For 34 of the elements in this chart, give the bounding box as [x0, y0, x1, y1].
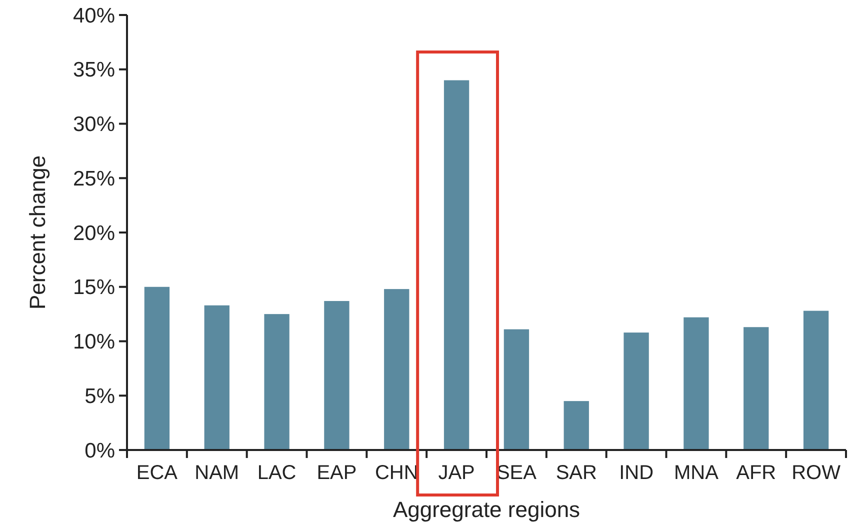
y-tick-label: 15% [72, 276, 115, 300]
x-tick-label: ECA [136, 462, 178, 484]
bar [624, 332, 649, 450]
bar [504, 329, 530, 450]
x-tick-label: EAP [316, 462, 357, 484]
x-axis-title: Aggregrate regions [392, 497, 580, 522]
bar [744, 327, 769, 450]
y-tick-label: 40% [72, 4, 115, 28]
bar [444, 80, 470, 450]
x-tick-label: SAR [556, 462, 597, 484]
bar [803, 310, 829, 450]
bar [564, 401, 589, 450]
bar [384, 289, 410, 450]
y-tick-label: 10% [72, 330, 115, 354]
bar [204, 305, 230, 450]
y-tick-label: 25% [72, 167, 115, 190]
x-tick-label: JAP [438, 462, 475, 484]
x-tick-label: AFR [736, 462, 776, 484]
x-tick-label: SEA [496, 462, 538, 484]
y-tick-label: 20% [72, 222, 115, 245]
y-axis-title: Percent change [25, 155, 50, 310]
y-tick-label: 0% [84, 439, 115, 462]
x-tick-label: NAM [194, 462, 240, 484]
x-tick-label: MNA [674, 462, 720, 484]
bar [684, 317, 709, 450]
y-tick-label: 35% [72, 58, 115, 82]
y-tick-label: 5% [84, 384, 115, 408]
bar [264, 314, 290, 450]
x-tick-label: ROW [792, 462, 841, 484]
bar [324, 301, 350, 450]
bar [144, 286, 170, 450]
x-tick-label: LAC [257, 462, 296, 484]
y-tick-label: 30% [72, 113, 115, 136]
x-tick-label: IND [619, 462, 654, 484]
